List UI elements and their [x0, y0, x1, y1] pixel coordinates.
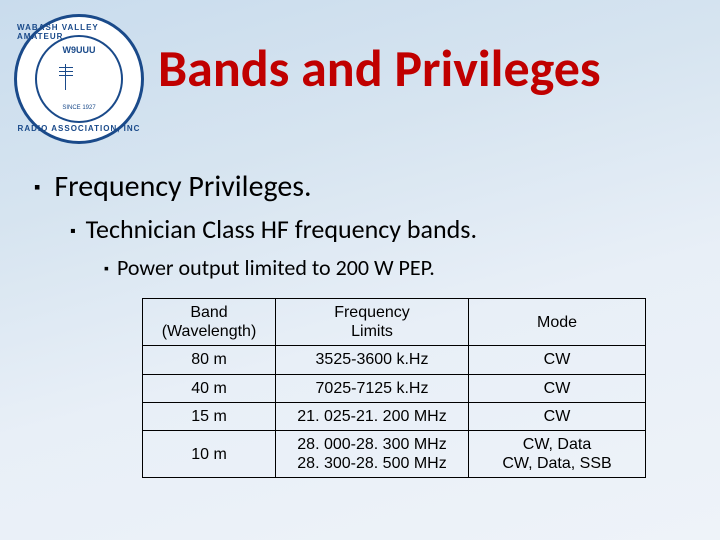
bullet-level-3: Power output limited to 200 W PEP.	[104, 254, 435, 281]
antenna-icon	[59, 64, 99, 94]
cell-freq: 21. 025-21. 200 MHz	[276, 402, 469, 430]
cell-freq-line2: 28. 300-28. 500 MHz	[284, 454, 460, 473]
header-frequency: Frequency Limits	[276, 299, 469, 346]
logo-callsign: W9UUU	[63, 45, 96, 55]
logo-since: SINCE 1927	[62, 105, 95, 111]
header-mode: Mode	[469, 299, 646, 346]
cell-band: 10 m	[143, 430, 276, 477]
cell-freq: 7025-7125 k.Hz	[276, 374, 469, 402]
cell-mode: CW	[469, 346, 646, 374]
cell-mode: CW, Data CW, Data, SSB	[469, 430, 646, 477]
logo-ring-text-bottom: RADIO ASSOCIATION, INC	[18, 124, 141, 133]
table-row: 40 m 7025-7125 k.Hz CW	[143, 374, 646, 402]
cell-mode: CW	[469, 374, 646, 402]
cell-freq: 3525-3600 k.Hz	[276, 346, 469, 374]
table-row: 15 m 21. 025-21. 200 MHz CW	[143, 402, 646, 430]
logo-outer-ring: WABASH VALLEY AMATEUR W9UUU SINCE 1927 R…	[14, 14, 144, 144]
cell-freq-line1: 28. 000-28. 300 MHz	[284, 435, 460, 454]
cell-mode-line1: CW, Data	[477, 435, 637, 454]
bullet-level-1: Frequency Privileges.	[34, 168, 312, 205]
slide-title: Bands and Privileges	[158, 36, 601, 100]
cell-band: 40 m	[143, 374, 276, 402]
header-mode-main: Mode	[477, 313, 637, 332]
club-logo: WABASH VALLEY AMATEUR W9UUU SINCE 1927 R…	[14, 14, 144, 144]
header-band-sub: (Wavelength)	[151, 322, 267, 341]
header-band: Band (Wavelength)	[143, 299, 276, 346]
logo-inner-circle: W9UUU SINCE 1927	[35, 35, 123, 123]
frequency-table: Band (Wavelength) Frequency Limits Mode …	[142, 298, 646, 478]
cell-band: 80 m	[143, 346, 276, 374]
bullet-level-2: Technician Class HF frequency bands.	[70, 213, 477, 245]
cell-mode-line2: CW, Data, SSB	[477, 454, 637, 473]
cell-mode: CW	[469, 402, 646, 430]
table: Band (Wavelength) Frequency Limits Mode …	[142, 298, 646, 478]
header-freq-sub: Limits	[284, 322, 460, 341]
header-freq-main: Frequency	[284, 303, 460, 322]
table-header-row: Band (Wavelength) Frequency Limits Mode	[143, 299, 646, 346]
header-band-main: Band	[151, 303, 267, 322]
cell-freq: 28. 000-28. 300 MHz 28. 300-28. 500 MHz	[276, 430, 469, 477]
table-row: 80 m 3525-3600 k.Hz CW	[143, 346, 646, 374]
cell-band: 15 m	[143, 402, 276, 430]
table-row: 10 m 28. 000-28. 300 MHz 28. 300-28. 500…	[143, 430, 646, 477]
